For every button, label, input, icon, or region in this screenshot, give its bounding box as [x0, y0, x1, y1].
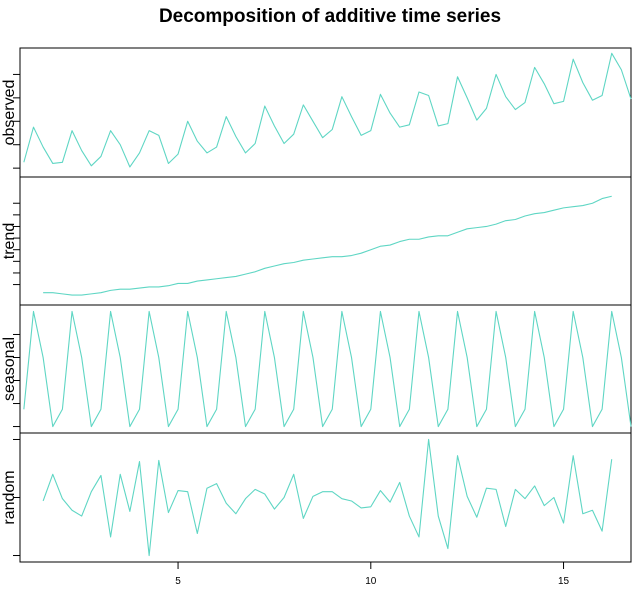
- panel-seasonal: seasonal: [1, 304, 632, 434]
- series-line-observed: [23, 52, 632, 168]
- series-line-seasonal: [23, 310, 632, 428]
- panel-frame: [19, 47, 632, 178]
- panel-label-observed: observed: [1, 80, 18, 146]
- panel-trend: trend: [1, 176, 632, 306]
- panel-frame: [19, 304, 632, 434]
- panel-observed: observed: [1, 47, 632, 178]
- panel-label-trend: trend: [1, 223, 18, 259]
- panel-frame: [19, 176, 632, 306]
- series-line-random: [42, 438, 613, 557]
- panel-frame: [19, 432, 632, 563]
- panels: observed trend seasonal random: [1, 47, 632, 563]
- x-tick-label: 15: [558, 576, 570, 587]
- chart-title: Decomposition of additive time series: [159, 6, 501, 27]
- panel-label-random: random: [1, 470, 18, 524]
- panel-label-seasonal: seasonal: [1, 337, 18, 401]
- x-axis: 5 10 15: [175, 562, 570, 587]
- panel-random: random: [1, 432, 632, 563]
- x-tick-label: 5: [175, 576, 181, 587]
- x-tick-label: 10: [365, 576, 377, 587]
- series-line-trend: [43, 195, 612, 296]
